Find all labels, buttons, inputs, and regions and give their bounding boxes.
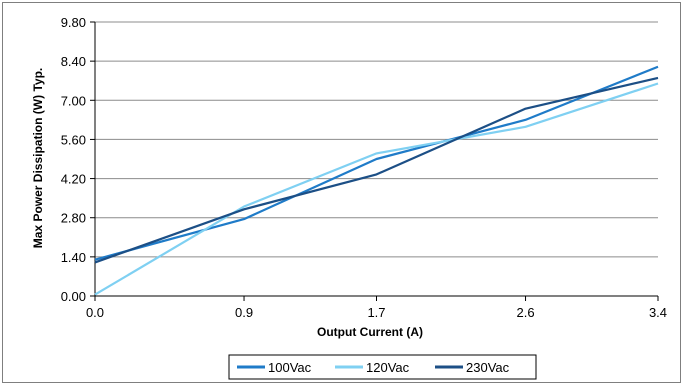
x-tick-label: 1.7 <box>367 305 385 320</box>
x-tick-label: 3.4 <box>649 305 667 320</box>
chart-frame <box>2 2 681 383</box>
series-lines <box>94 65 659 296</box>
y-tick-label: 9.80 <box>61 15 86 30</box>
y-tick-label: 8.40 <box>61 54 86 69</box>
y-tick-label: 5.60 <box>61 132 86 147</box>
x-tick-label: 0.0 <box>86 305 104 320</box>
legend: 100Vac 120Vac 230Vac <box>228 354 537 380</box>
legend-label-230vac: 230Vac <box>466 360 510 375</box>
legend-box <box>228 354 537 380</box>
grid-lines <box>95 21 658 258</box>
x-tick-label: 2.6 <box>516 305 534 320</box>
y-tick-label: 0.00 <box>61 289 86 304</box>
x-axis-title: Output Current (A) <box>317 325 423 339</box>
legend-items: 100Vac 120Vac 230Vac <box>237 360 510 375</box>
series-line-100vac <box>94 65 659 261</box>
x-tick-labels: 0.0 0.9 1.7 2.6 3.4 <box>86 305 667 320</box>
y-tick-labels: 0.00 1.40 2.80 4.20 5.60 7.00 8.40 9.80 <box>61 15 86 304</box>
y-tick-label: 7.00 <box>61 93 86 108</box>
y-tick-label: 4.20 <box>61 172 86 187</box>
x-tick-label: 0.9 <box>235 305 253 320</box>
axes <box>90 21 659 301</box>
y-tick-label: 2.80 <box>61 211 86 226</box>
y-axis-title: Max Power Dissipation (W) Typ. <box>31 68 45 248</box>
y-tick-label: 1.40 <box>61 250 86 265</box>
legend-label-100vac: 100Vac <box>268 360 312 375</box>
series-line-120vac <box>94 82 659 296</box>
series-line-230vac <box>94 76 659 264</box>
legend-label-120vac: 120Vac <box>366 360 410 375</box>
